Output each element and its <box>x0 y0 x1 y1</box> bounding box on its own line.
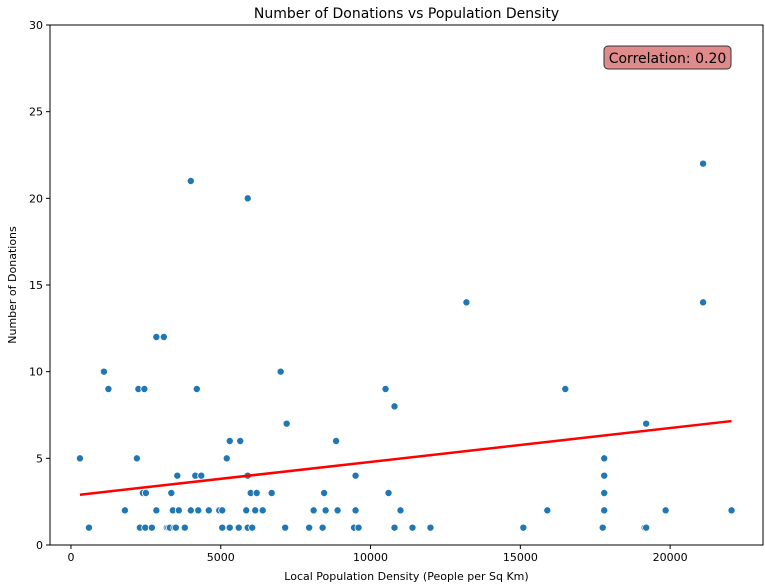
data-point <box>192 384 201 393</box>
data-point <box>204 506 213 515</box>
data-point <box>99 367 108 376</box>
data-point <box>642 419 651 428</box>
x-tick-label: 10000 <box>353 551 388 564</box>
data-point <box>186 176 195 185</box>
data-point <box>276 367 285 376</box>
data-point <box>242 506 251 515</box>
x-axis-label: Local Population Density (People per Sq … <box>284 570 528 583</box>
data-point <box>408 523 417 532</box>
data-point <box>180 523 189 532</box>
y-tick-label: 0 <box>36 539 43 552</box>
correlation-label: Correlation: 0.20 <box>609 51 727 67</box>
data-point <box>600 506 609 515</box>
data-point <box>141 523 150 532</box>
data-point <box>281 523 290 532</box>
y-tick-label: 25 <box>29 106 43 119</box>
data-point <box>104 384 113 393</box>
data-point <box>351 471 360 480</box>
data-point <box>218 523 227 532</box>
data-point <box>218 506 227 515</box>
y-axis: 0 5 10 15 20 25 30 <box>29 19 50 552</box>
y-tick-label: 10 <box>29 366 43 379</box>
annotation-box <box>603 45 732 70</box>
data-point <box>699 159 708 168</box>
data-point <box>426 523 435 532</box>
data-point <box>320 488 329 497</box>
data-point <box>173 471 182 480</box>
data-point <box>140 384 149 393</box>
data-point <box>258 506 267 515</box>
data-point <box>519 523 528 532</box>
data-point <box>600 488 609 497</box>
data-points <box>75 159 736 532</box>
data-point <box>598 523 607 532</box>
data-point <box>197 471 206 480</box>
data-point <box>661 506 670 515</box>
y-tick-label: 5 <box>36 452 43 465</box>
data-point <box>194 506 203 515</box>
data-point <box>282 419 291 428</box>
data-point <box>600 471 609 480</box>
y-tick-label: 30 <box>29 19 43 32</box>
data-point <box>252 488 261 497</box>
chart-title: Number of Donations vs Population Densit… <box>254 6 559 22</box>
data-point <box>543 506 552 515</box>
data-point <box>141 488 150 497</box>
x-tick-label: 20000 <box>653 551 688 564</box>
y-tick-label: 20 <box>29 192 43 205</box>
data-point <box>225 523 234 532</box>
data-point <box>561 384 570 393</box>
y-tick-label: 15 <box>29 279 43 292</box>
data-point <box>236 436 245 445</box>
data-point <box>152 332 161 341</box>
data-point <box>462 298 471 307</box>
data-point <box>152 506 161 515</box>
data-point <box>75 454 84 463</box>
data-point <box>642 523 651 532</box>
y-axis-label: Number of Donations <box>6 226 19 344</box>
plot-frame <box>49 24 764 546</box>
data-point <box>248 523 257 532</box>
data-point <box>159 332 168 341</box>
data-point <box>243 194 252 203</box>
data-point <box>600 454 609 463</box>
data-point <box>384 488 393 497</box>
data-point <box>132 454 141 463</box>
data-point <box>309 506 318 515</box>
data-point <box>381 384 390 393</box>
data-point <box>171 523 180 532</box>
data-point <box>321 506 330 515</box>
x-tick-label: 0 <box>67 551 74 564</box>
data-point <box>318 523 327 532</box>
data-point <box>333 506 342 515</box>
data-point <box>727 506 736 515</box>
x-tick-label: 5000 <box>207 551 235 564</box>
x-tick-label: 15000 <box>503 551 538 564</box>
data-point <box>222 454 231 463</box>
data-point <box>167 488 176 497</box>
data-point <box>225 436 234 445</box>
data-point <box>234 523 243 532</box>
data-point <box>120 506 129 515</box>
data-point <box>332 436 341 445</box>
trend-line <box>79 419 732 496</box>
data-point <box>351 506 360 515</box>
x-axis: 0 5000 10000 15000 20000 <box>67 545 688 564</box>
data-point <box>174 506 183 515</box>
data-point <box>354 523 363 532</box>
data-point <box>390 402 399 411</box>
data-point <box>699 298 708 307</box>
data-point <box>396 506 405 515</box>
data-point <box>84 523 93 532</box>
data-point <box>267 488 276 497</box>
data-point <box>305 523 314 532</box>
data-point <box>251 506 260 515</box>
data-point <box>390 523 399 532</box>
data-point <box>147 523 156 532</box>
data-point <box>186 506 195 515</box>
correlation-annotation: Correlation: 0.20 <box>603 45 732 70</box>
